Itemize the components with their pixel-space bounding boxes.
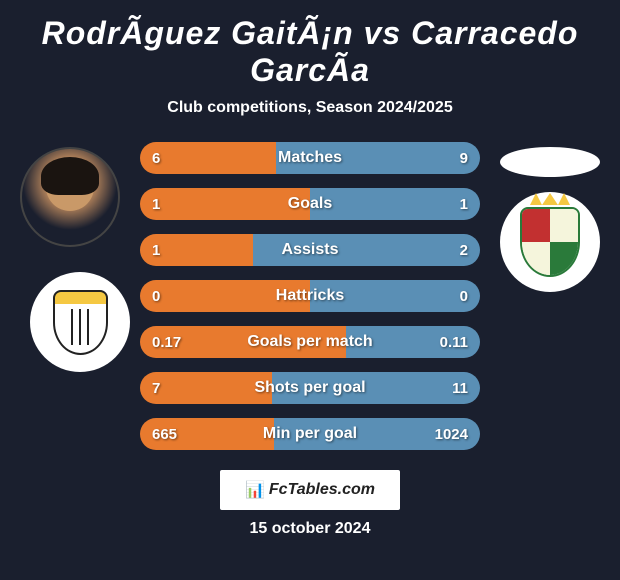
club-badge-left [30,272,130,372]
stat-row: 7 11 Shots per goal [140,372,480,404]
bar-left [140,188,310,220]
stat-row: 0.17 0.11 Goals per match [140,326,480,358]
value-left: 665 [152,426,177,443]
value-left: 7 [152,380,160,397]
page-title: RodrÃ­guez GaitÃ¡n vs Carracedo GarcÃ­a [10,15,610,89]
stat-label: Min per goal [263,425,357,443]
value-left: 0 [152,288,160,305]
value-left: 0.17 [152,334,181,351]
stat-label: Goals [288,195,332,213]
footer-logo: FcTables.com [220,470,400,510]
value-left: 1 [152,242,160,259]
value-right: 2 [460,242,468,259]
value-right: 1 [460,196,468,213]
value-right: 1024 [435,426,468,443]
value-left: 1 [152,196,160,213]
stat-row: 6 9 Matches [140,142,480,174]
stat-label: Matches [278,149,342,167]
stat-row: 1 1 Goals [140,188,480,220]
stat-row: 1 2 Assists [140,234,480,266]
value-right: 9 [460,150,468,167]
bar-right [310,188,480,220]
bar-left [140,142,276,174]
comparison-card: RodrÃ­guez GaitÃ¡n vs Carracedo GarcÃ­a … [0,0,620,580]
player-left-photo [20,147,120,247]
subtitle: Club competitions, Season 2024/2025 [10,99,610,117]
stat-label: Hattricks [276,287,344,305]
value-right: 0.11 [440,334,468,351]
value-right: 11 [452,380,468,397]
stat-label: Shots per goal [254,379,365,397]
shield-left-icon [53,290,108,355]
crown-icon [530,193,570,205]
stat-label: Goals per match [247,333,372,351]
club-badge-right [500,192,600,292]
date-label: 15 october 2024 [10,520,610,538]
shield-right-icon [520,207,580,277]
player-right-placeholder [500,147,600,177]
stat-label: Assists [282,241,339,259]
stat-row: 665 1024 Min per goal [140,418,480,450]
stat-row: 0 0 Hattricks [140,280,480,312]
value-left: 6 [152,150,160,167]
stats-list: 69Matches11Goals12Assists00Hattricks0.17… [140,142,480,450]
value-right: 0 [460,288,468,305]
content-area: 69Matches11Goals12Assists00Hattricks0.17… [10,142,610,450]
